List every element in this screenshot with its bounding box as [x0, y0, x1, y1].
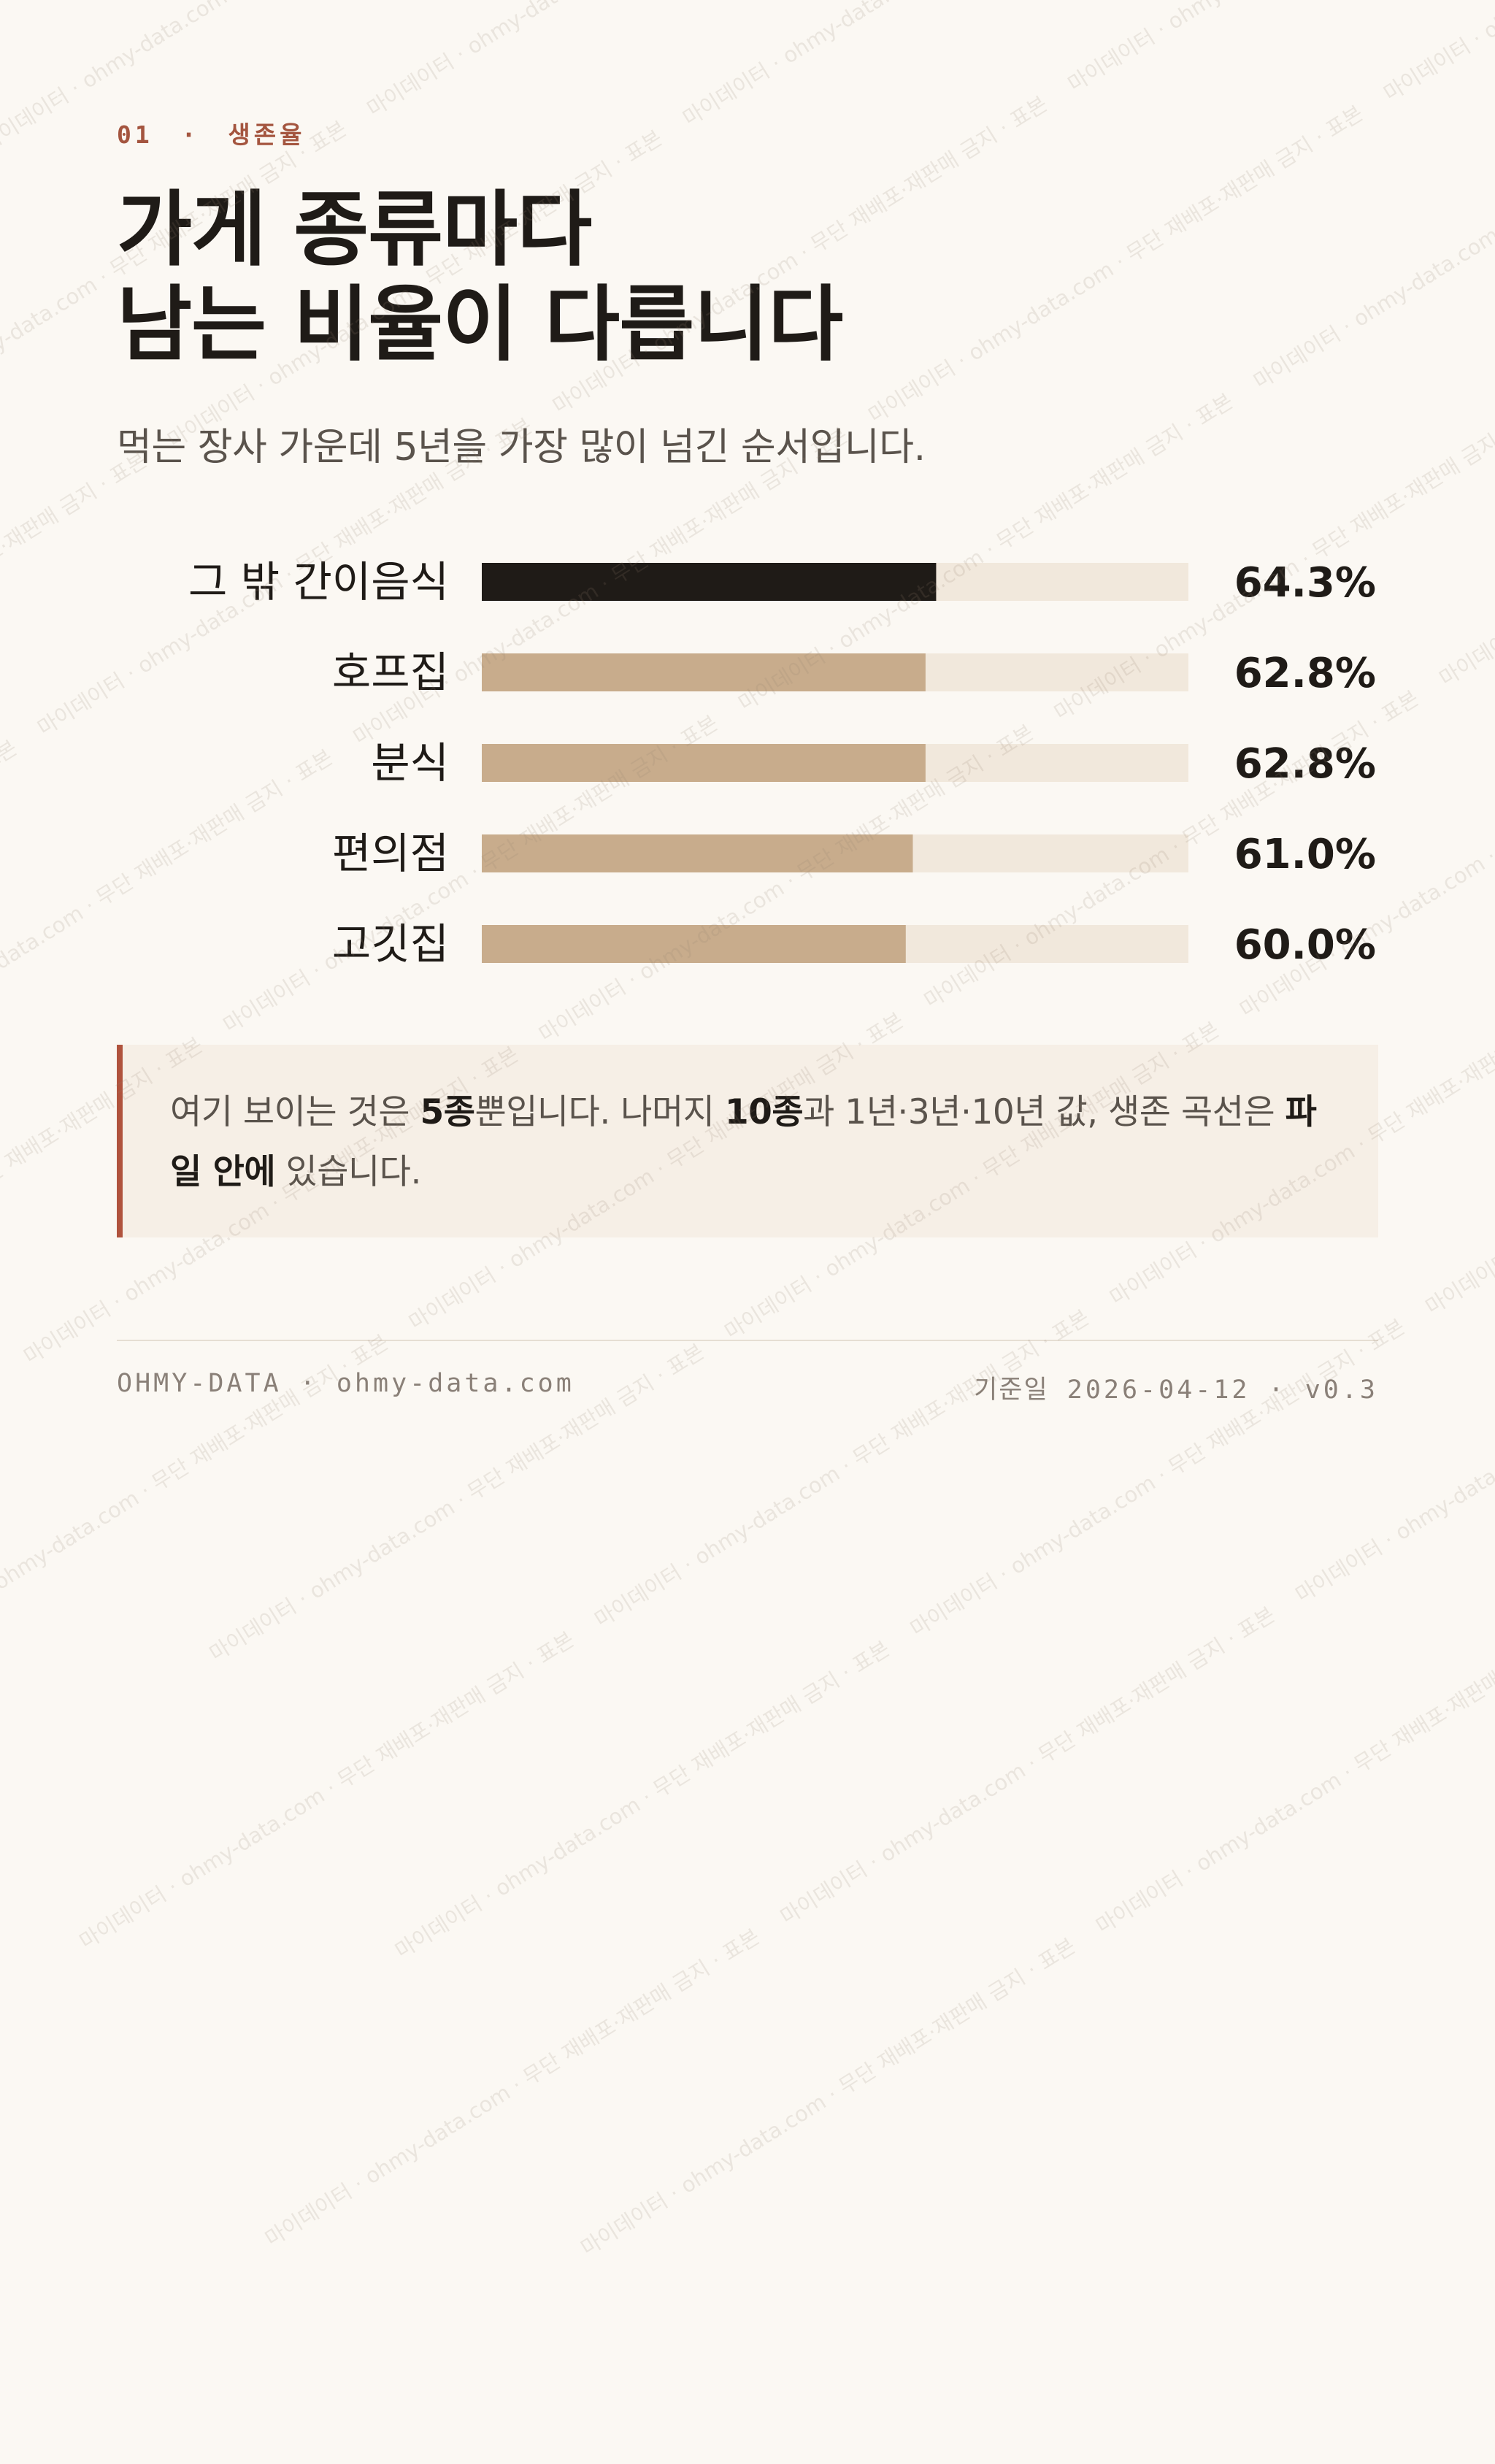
page-title: 가게 종류마다 남는 비율이 다릅니다	[117, 183, 843, 372]
category-label: 편의점	[332, 829, 449, 878]
eyebrow-separator: ·	[181, 120, 200, 149]
footer-date-label: 기준일	[974, 1375, 1049, 1405]
footer-date: 기준일 2026-04-12 · v0.3	[974, 1369, 1378, 1406]
value-label: 61.0%	[1234, 831, 1376, 878]
section-number: 01	[117, 120, 153, 149]
value-label: 62.8%	[1234, 740, 1376, 788]
bar	[482, 653, 926, 691]
bar	[482, 925, 906, 963]
bar-chart: 그 밖 간이음식 64.3% 호프집 62.8% 분식 62.8% 편의점 61.0% 고깃집 6…	[188, 557, 1376, 969]
bar	[482, 834, 913, 872]
title-line-1: 가게 종류마다	[117, 183, 592, 277]
section-label: 생존율	[228, 120, 306, 149]
value-label: 64.3%	[1234, 559, 1376, 607]
category-label: 고깃집	[332, 919, 449, 969]
title-line-2: 남는 비율이 다릅니다	[117, 277, 843, 372]
callout-text-4: 있습니다.	[275, 1152, 422, 1192]
callout-bold-2: 10종	[724, 1092, 804, 1132]
callout-text-3: 과 1년·3년·10년 값, 생존 곡선은	[803, 1092, 1285, 1132]
category-label: 그 밖 간이음식	[188, 557, 449, 607]
category-label: 호프집	[332, 648, 449, 697]
callout-text: 여기 보이는 것은 5종뿐입니다. 나머지 10종과 1년·3년·10년 값, …	[170, 1083, 1345, 1202]
callout-bold-1: 5종	[420, 1092, 475, 1132]
bar	[482, 744, 926, 782]
callout-text-1: 여기 보이는 것은	[170, 1092, 420, 1132]
category-label: 분식	[371, 738, 449, 788]
footer-divider	[117, 1340, 1378, 1341]
value-label: 60.0%	[1234, 921, 1376, 969]
section-eyebrow: 01 · 생존율	[117, 115, 305, 150]
subtitle: 먹는 장사 가운데 5년을 가장 많이 넘긴 순서입니다.	[117, 426, 926, 469]
footer-brand: OHMY-DATA · ohmy-data.com	[117, 1369, 574, 1398]
callout-box: 여기 보이는 것은 5종뿐입니다. 나머지 10종과 1년·3년·10년 값, …	[117, 1045, 1378, 1237]
callout-text-2: 뿐입니다. 나머지	[474, 1092, 725, 1132]
bar	[482, 563, 937, 601]
value-label: 62.8%	[1234, 650, 1376, 697]
footer-date-value: 2026-04-12 · v0.3	[1067, 1375, 1378, 1405]
callout-bold-3: 파일 안에	[170, 1092, 1317, 1192]
